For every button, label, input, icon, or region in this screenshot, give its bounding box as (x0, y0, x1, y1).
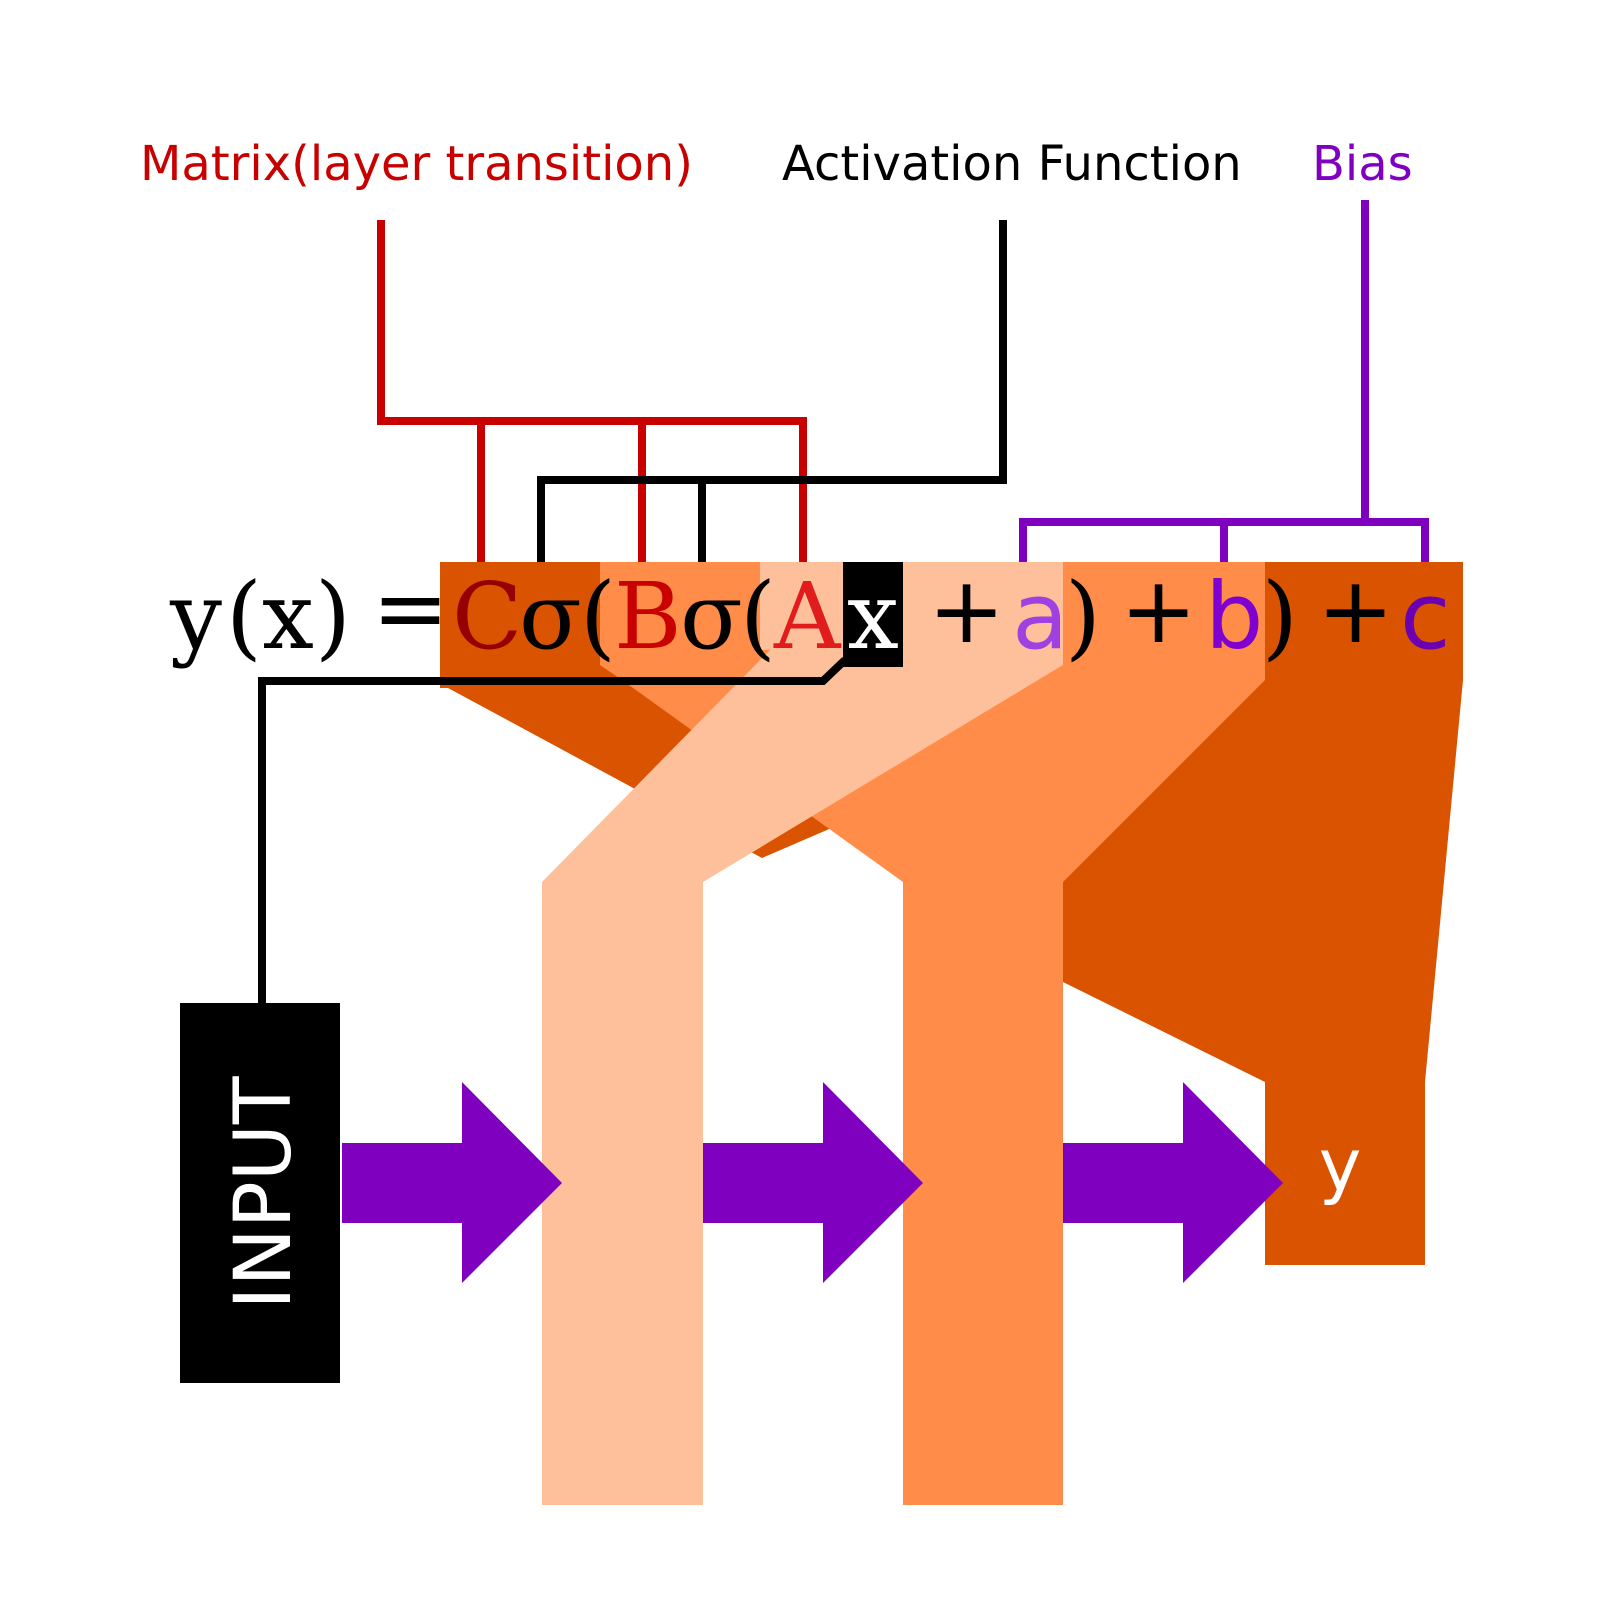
eq-input-x: x (847, 563, 899, 670)
layer-band-mid (600, 562, 1265, 1505)
eq-open-paren-3: ( (740, 563, 776, 670)
bias-label: Bias (1312, 136, 1413, 192)
input-label: INPUT (219, 1076, 309, 1309)
eq-equals: = (372, 555, 449, 662)
eq-matrix-B: B (614, 563, 682, 670)
output-label: y (1319, 1123, 1362, 1207)
eq-bias-b: b (1205, 563, 1263, 670)
matrix-bracket (377, 220, 807, 562)
matrix-label: Matrix(layer transition) (140, 136, 693, 192)
eq-plus-2: + (1120, 557, 1197, 664)
input-wire (258, 657, 848, 1005)
bias-bracket (1019, 200, 1429, 562)
eq-close-paren-2: ) (1262, 563, 1298, 670)
eq-close-paren-1: ) (315, 563, 351, 670)
eq-sigma-2: σ (680, 563, 743, 670)
input-box (180, 1003, 340, 1383)
eq-open-paren-1: ( (226, 563, 262, 670)
activation-label: Activation Function (782, 136, 1242, 192)
flow-arrow-1 (342, 1082, 562, 1283)
eq-open-paren-2: ( (580, 563, 616, 670)
activation-bracket (537, 220, 1007, 562)
eq-sigma-1: σ (519, 563, 582, 670)
eq-x-arg: x (262, 563, 314, 670)
eq-bias-a: a (1012, 563, 1068, 670)
layer-bands (440, 562, 1463, 1505)
flow-arrow-2 (703, 1082, 923, 1283)
eq-plus-3: + (1317, 557, 1394, 664)
eq-matrix-C: C (452, 563, 522, 670)
eq-plus-1: + (928, 557, 1005, 664)
eq-matrix-A: A (773, 563, 842, 670)
x-highlight-box (843, 562, 903, 667)
flow-arrow-3 (1063, 1082, 1283, 1283)
eq-close-paren-3: ) (1065, 563, 1101, 670)
eq-y: y (169, 563, 222, 670)
flow-arrows (342, 1082, 1283, 1283)
equation: y ( x ) = C σ ( B σ ( A x + a ) + b ) + … (169, 555, 1451, 670)
eq-bias-c: c (1400, 563, 1451, 670)
layer-band-light (542, 562, 1063, 1505)
